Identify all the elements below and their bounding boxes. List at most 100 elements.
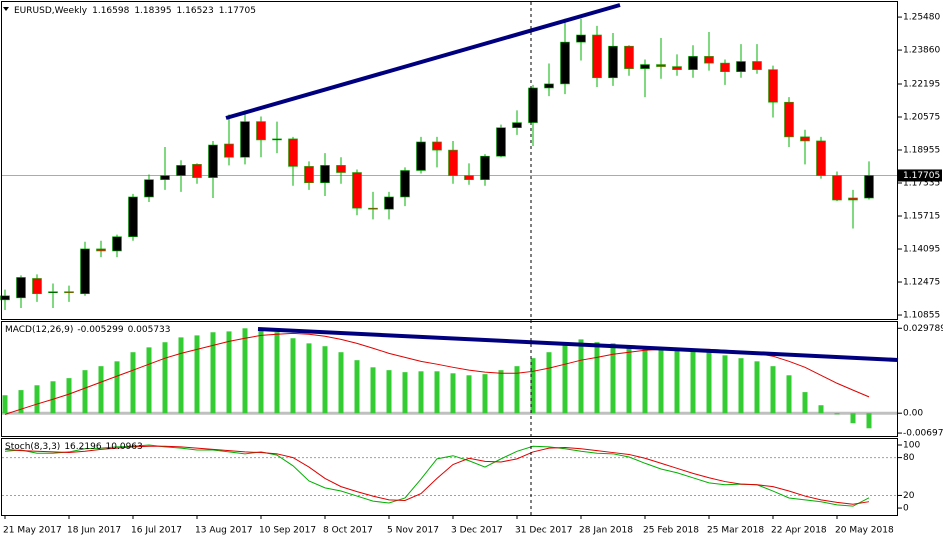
macd-bar <box>434 371 440 414</box>
candle-body <box>784 101 794 138</box>
candle-body <box>336 165 346 173</box>
macd-bar <box>642 346 648 414</box>
candle-body <box>432 141 442 151</box>
macd-bar <box>146 347 152 414</box>
macd-bar <box>626 345 632 414</box>
candle-body <box>624 45 634 69</box>
macd-bar <box>82 370 88 414</box>
indicator-value: 0.005733 <box>128 325 171 335</box>
ohlc-value: 1.16598 <box>92 6 129 16</box>
stoch-signal-line <box>4 445 870 505</box>
candle-body <box>448 149 458 176</box>
x-tick-label: 21 May 2017 <box>3 526 62 536</box>
y-tick-label: 1.17335 <box>903 179 940 189</box>
x-tick-label: 20 May 2018 <box>835 526 894 536</box>
candle-body <box>320 165 330 184</box>
overlay: 1.25480 1.23860 1.22195 1.20575 1.18955 1.173… <box>3 6 943 536</box>
candle-body <box>752 61 762 70</box>
x-tick-label: 5 Nov 2017 <box>387 526 439 536</box>
y-tick-label: 1.14095 <box>903 245 940 255</box>
macd-bar <box>546 352 552 414</box>
candle-body <box>384 196 394 210</box>
indicator-name: MACD(12,26,9) <box>5 325 73 335</box>
macd-bar <box>50 381 56 414</box>
macd-bar <box>290 338 296 414</box>
macd-bar <box>738 358 744 414</box>
candle-body <box>416 141 426 171</box>
candle-body <box>720 62 730 72</box>
macd-bar <box>450 373 456 414</box>
ohlc-value: 1.18395 <box>134 6 171 16</box>
candle-body <box>496 127 506 157</box>
macd-pane-frame <box>1 321 898 437</box>
y-tick-label: -0.00697 <box>903 429 943 439</box>
candle-body <box>128 196 138 237</box>
title-arrow <box>3 7 9 11</box>
candle-body <box>224 143 234 158</box>
candle-body <box>0 295 10 301</box>
candle-body <box>304 166 314 184</box>
candle-body <box>16 277 26 299</box>
y-tick-label: 20 <box>903 491 915 501</box>
macd-bar <box>210 332 216 414</box>
macd-bar <box>194 335 200 414</box>
y-tick-label: 1.10855 <box>903 311 940 321</box>
candle-body <box>848 197 858 201</box>
macd-bar <box>706 352 712 414</box>
x-tick-label: 25 Feb 2018 <box>643 526 699 536</box>
candle-body <box>160 175 170 180</box>
candle-body <box>144 179 154 198</box>
macd-bar <box>482 374 488 414</box>
candle-body <box>672 66 682 70</box>
macd-bar <box>226 331 232 414</box>
candle-body <box>464 175 474 180</box>
candle-body <box>352 172 362 209</box>
y-tick-label: 1.15715 <box>903 212 940 222</box>
y-tick-label: 1.22195 <box>903 80 940 90</box>
candle-body <box>64 291 74 294</box>
macd-bar <box>834 413 840 415</box>
ohlc-value: 1.17705 <box>219 6 256 16</box>
macd-bar <box>114 361 120 414</box>
stoch-pane-frame <box>1 438 898 516</box>
y-tick-label: 1.12475 <box>903 278 940 288</box>
macd-bar <box>466 375 472 414</box>
macd-bar <box>514 366 520 414</box>
price-pane-frame <box>1 1 898 320</box>
indicator-value: -0.005299 <box>77 325 123 335</box>
candle-body <box>480 155 490 180</box>
y-tick-label: 100 <box>903 440 920 450</box>
candle-body <box>528 87 538 123</box>
candle-body <box>112 236 122 252</box>
macd-bar <box>610 343 616 414</box>
macd-bar <box>754 361 760 414</box>
candle-body <box>656 64 666 67</box>
macd-bar <box>562 344 568 414</box>
x-tick-label: 10 Sep 2017 <box>259 526 316 536</box>
candle-body <box>256 121 266 141</box>
macd-bar <box>130 352 136 414</box>
y-tick-label: 1.20575 <box>903 113 940 123</box>
x-tick-label: 3 Dec 2017 <box>451 526 503 536</box>
y-tick-label: 1.25480 <box>903 13 940 23</box>
candle-body <box>800 136 810 142</box>
macd-bar <box>498 370 504 414</box>
x-tick-label: 18 Jun 2017 <box>67 526 121 536</box>
candle-body <box>96 248 106 252</box>
x-tick-label: 28 Jan 2018 <box>579 526 633 536</box>
candle-body <box>400 170 410 198</box>
candle-body <box>816 140 826 176</box>
pane-title: MACD(12,26,9) -0.005299 0.005733 <box>5 325 171 335</box>
macd-bar <box>306 343 312 414</box>
candle-body <box>288 138 298 167</box>
macd-bar <box>818 405 824 414</box>
candle-body <box>576 34 586 43</box>
candle-body <box>208 144 218 178</box>
candle-body <box>240 121 250 158</box>
trend-line <box>225 3 621 120</box>
candle-body <box>176 165 186 176</box>
candle-body <box>832 175 842 201</box>
candle-body <box>272 138 282 141</box>
